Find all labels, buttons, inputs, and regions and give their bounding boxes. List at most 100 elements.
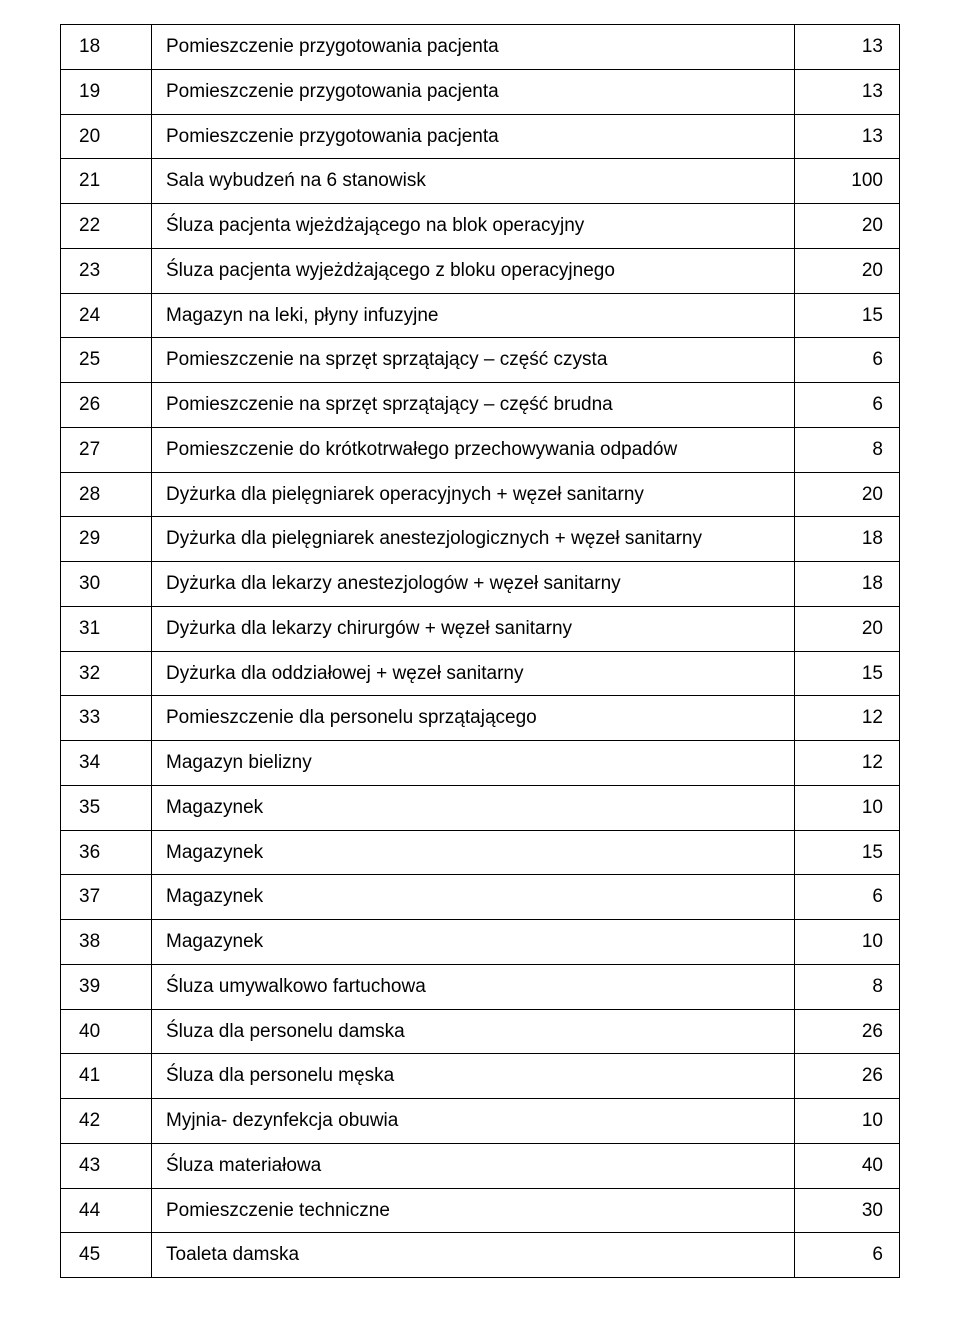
cell-row-number: 20	[61, 114, 152, 159]
cell-value: 13	[795, 69, 900, 114]
cell-description: Dyżurka dla lekarzy chirurgów + węzeł sa…	[152, 606, 795, 651]
table-row: 21Sala wybudzeń na 6 stanowisk100	[61, 159, 900, 204]
table-row: 23Śluza pacjenta wyjeżdżającego z bloku …	[61, 248, 900, 293]
cell-description: Śluza materiałowa	[152, 1143, 795, 1188]
cell-row-number: 26	[61, 383, 152, 428]
cell-value: 12	[795, 741, 900, 786]
cell-value: 13	[795, 25, 900, 70]
cell-row-number: 44	[61, 1188, 152, 1233]
cell-value: 20	[795, 472, 900, 517]
cell-description: Śluza dla personelu damska	[152, 1009, 795, 1054]
table-row: 28Dyżurka dla pielęgniarek operacyjnych …	[61, 472, 900, 517]
cell-description: Śluza pacjenta wyjeżdżającego z bloku op…	[152, 248, 795, 293]
cell-value: 30	[795, 1188, 900, 1233]
cell-value: 15	[795, 830, 900, 875]
table-row: 20Pomieszczenie przygotowania pacjenta13	[61, 114, 900, 159]
table-row: 18Pomieszczenie przygotowania pacjenta13	[61, 25, 900, 70]
cell-row-number: 32	[61, 651, 152, 696]
cell-value: 8	[795, 964, 900, 1009]
table-row: 32Dyżurka dla oddziałowej + węzeł sanita…	[61, 651, 900, 696]
table-row: 45Toaleta damska6	[61, 1233, 900, 1278]
cell-row-number: 45	[61, 1233, 152, 1278]
cell-row-number: 23	[61, 248, 152, 293]
table-row: 41Śluza dla personelu męska26	[61, 1054, 900, 1099]
cell-description: Dyżurka dla oddziałowej + węzeł sanitarn…	[152, 651, 795, 696]
cell-value: 26	[795, 1054, 900, 1099]
cell-row-number: 37	[61, 875, 152, 920]
cell-description: Śluza umywalkowo fartuchowa	[152, 964, 795, 1009]
table-row: 25Pomieszczenie na sprzęt sprzątający – …	[61, 338, 900, 383]
cell-value: 12	[795, 696, 900, 741]
cell-row-number: 40	[61, 1009, 152, 1054]
cell-value: 6	[795, 1233, 900, 1278]
cell-description: Pomieszczenie techniczne	[152, 1188, 795, 1233]
cell-row-number: 19	[61, 69, 152, 114]
cell-row-number: 28	[61, 472, 152, 517]
cell-value: 6	[795, 338, 900, 383]
table-row: 40Śluza dla personelu damska26	[61, 1009, 900, 1054]
cell-description: Sala wybudzeń na 6 stanowisk	[152, 159, 795, 204]
cell-description: Toaleta damska	[152, 1233, 795, 1278]
table-row: 22Śluza pacjenta wjeżdżającego na blok o…	[61, 204, 900, 249]
cell-value: 18	[795, 517, 900, 562]
rooms-table: 18Pomieszczenie przygotowania pacjenta13…	[60, 24, 900, 1278]
table-row: 33Pomieszczenie dla personelu sprzątając…	[61, 696, 900, 741]
cell-row-number: 36	[61, 830, 152, 875]
table-row: 19Pomieszczenie przygotowania pacjenta13	[61, 69, 900, 114]
cell-value: 10	[795, 785, 900, 830]
cell-value: 6	[795, 875, 900, 920]
cell-row-number: 42	[61, 1099, 152, 1144]
table-row: 42Myjnia- dezynfekcja obuwia10	[61, 1099, 900, 1144]
cell-row-number: 34	[61, 741, 152, 786]
cell-row-number: 18	[61, 25, 152, 70]
cell-description: Pomieszczenie przygotowania pacjenta	[152, 114, 795, 159]
rooms-table-body: 18Pomieszczenie przygotowania pacjenta13…	[61, 25, 900, 1278]
table-row: 31Dyżurka dla lekarzy chirurgów + węzeł …	[61, 606, 900, 651]
cell-description: Pomieszczenie na sprzęt sprzątający – cz…	[152, 383, 795, 428]
cell-row-number: 35	[61, 785, 152, 830]
cell-description: Magazynek	[152, 785, 795, 830]
cell-value: 100	[795, 159, 900, 204]
cell-row-number: 22	[61, 204, 152, 249]
cell-description: Dyżurka dla pielęgniarek operacyjnych + …	[152, 472, 795, 517]
cell-description: Pomieszczenie do krótkotrwałego przechow…	[152, 427, 795, 472]
cell-description: Śluza pacjenta wjeżdżającego na blok ope…	[152, 204, 795, 249]
cell-description: Pomieszczenie przygotowania pacjenta	[152, 25, 795, 70]
cell-row-number: 29	[61, 517, 152, 562]
cell-description: Magazynek	[152, 920, 795, 965]
table-row: 44Pomieszczenie techniczne30	[61, 1188, 900, 1233]
cell-row-number: 31	[61, 606, 152, 651]
cell-description: Magazyn bielizny	[152, 741, 795, 786]
table-row: 38Magazynek10	[61, 920, 900, 965]
cell-row-number: 25	[61, 338, 152, 383]
cell-value: 13	[795, 114, 900, 159]
cell-row-number: 21	[61, 159, 152, 204]
cell-description: Myjnia- dezynfekcja obuwia	[152, 1099, 795, 1144]
table-row: 37Magazynek6	[61, 875, 900, 920]
cell-row-number: 33	[61, 696, 152, 741]
cell-description: Magazynek	[152, 830, 795, 875]
cell-description: Dyżurka dla pielęgniarek anestezjologicz…	[152, 517, 795, 562]
cell-value: 20	[795, 204, 900, 249]
cell-value: 6	[795, 383, 900, 428]
cell-row-number: 43	[61, 1143, 152, 1188]
table-row: 24Magazyn na leki, płyny infuzyjne15	[61, 293, 900, 338]
cell-description: Pomieszczenie na sprzęt sprzątający – cz…	[152, 338, 795, 383]
cell-row-number: 24	[61, 293, 152, 338]
cell-value: 20	[795, 606, 900, 651]
cell-description: Pomieszczenie przygotowania pacjenta	[152, 69, 795, 114]
cell-description: Magazyn na leki, płyny infuzyjne	[152, 293, 795, 338]
cell-row-number: 41	[61, 1054, 152, 1099]
cell-row-number: 38	[61, 920, 152, 965]
cell-description: Magazynek	[152, 875, 795, 920]
cell-value: 10	[795, 1099, 900, 1144]
cell-value: 8	[795, 427, 900, 472]
table-row: 29Dyżurka dla pielęgniarek anestezjologi…	[61, 517, 900, 562]
cell-value: 15	[795, 651, 900, 696]
table-row: 30Dyżurka dla lekarzy anestezjologów + w…	[61, 562, 900, 607]
table-row: 26Pomieszczenie na sprzęt sprzątający – …	[61, 383, 900, 428]
table-row: 35Magazynek10	[61, 785, 900, 830]
cell-description: Dyżurka dla lekarzy anestezjologów + węz…	[152, 562, 795, 607]
cell-description: Pomieszczenie dla personelu sprzątająceg…	[152, 696, 795, 741]
cell-value: 10	[795, 920, 900, 965]
